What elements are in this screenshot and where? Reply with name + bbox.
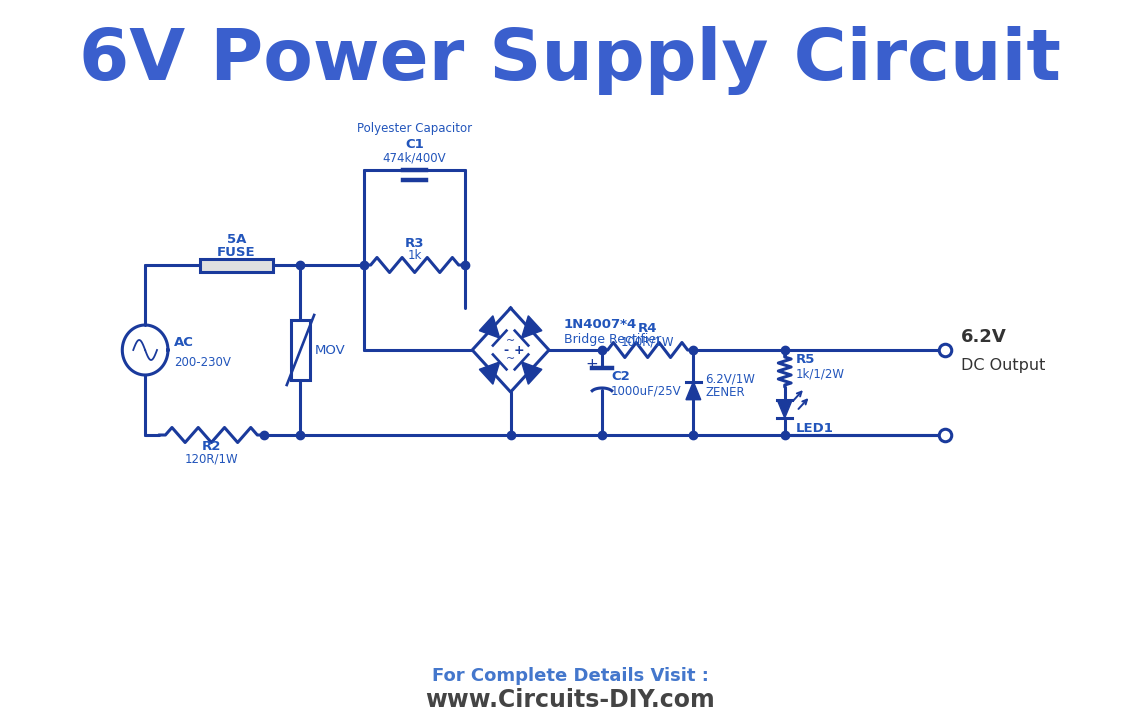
Text: FUSE: FUSE (218, 246, 255, 259)
Text: DC Output: DC Output (961, 358, 1045, 373)
Text: C2: C2 (611, 370, 630, 383)
Text: 1k/1/2W: 1k/1/2W (796, 367, 845, 380)
Text: 6.2V: 6.2V (961, 328, 1007, 346)
Polygon shape (686, 382, 701, 400)
Text: For Complete Details Visit :: For Complete Details Visit : (432, 667, 708, 685)
Text: 6V Power Supply Circuit: 6V Power Supply Circuit (79, 25, 1061, 94)
Text: R5: R5 (796, 353, 815, 366)
Text: AC: AC (174, 336, 194, 348)
Polygon shape (521, 316, 542, 338)
Text: Bridge Rectifier: Bridge Rectifier (563, 333, 661, 346)
Text: 1k: 1k (407, 249, 422, 262)
Text: LED1: LED1 (796, 422, 833, 435)
Text: 120R/1W: 120R/1W (185, 453, 238, 466)
Text: www.Circuits-DIY.com: www.Circuits-DIY.com (425, 688, 715, 712)
Text: ~: ~ (506, 336, 515, 346)
Text: 6.2V/1W: 6.2V/1W (706, 372, 755, 385)
Text: R4: R4 (638, 322, 658, 335)
Polygon shape (777, 400, 792, 418)
Text: ~: ~ (506, 354, 515, 364)
Text: 100R/1W: 100R/1W (621, 335, 675, 348)
Text: 1N4007*4: 1N4007*4 (563, 318, 637, 331)
Text: C1: C1 (406, 138, 424, 151)
Polygon shape (479, 316, 499, 338)
Bar (292, 320, 310, 380)
Text: +: + (586, 356, 598, 372)
Text: ZENER: ZENER (706, 387, 744, 400)
Text: 5A: 5A (227, 233, 246, 246)
Text: 474k/400V: 474k/400V (383, 151, 447, 164)
Text: 1000uF/25V: 1000uF/25V (611, 384, 682, 397)
Text: R3: R3 (405, 237, 424, 250)
Text: -: - (504, 343, 508, 356)
Text: 200-230V: 200-230V (174, 356, 231, 369)
Text: R2: R2 (202, 440, 221, 453)
Text: Polyester Capacitor: Polyester Capacitor (357, 122, 472, 135)
Polygon shape (521, 362, 542, 384)
Text: +: + (514, 343, 524, 356)
Bar (200, 258, 274, 271)
Polygon shape (479, 362, 499, 384)
Text: MOV: MOV (315, 343, 345, 356)
